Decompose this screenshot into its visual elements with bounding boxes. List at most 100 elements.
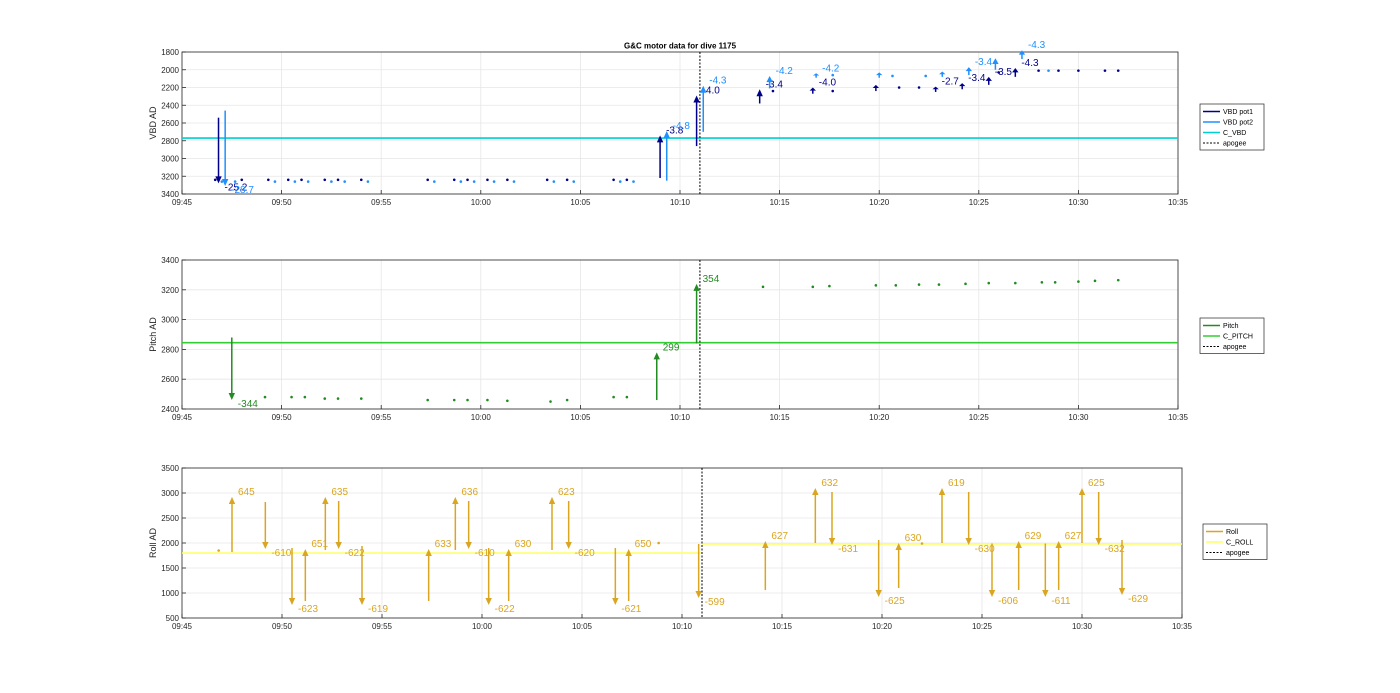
- move-label: 627: [771, 531, 788, 542]
- move-arrow-head: [828, 538, 836, 545]
- move-label: 651: [311, 539, 328, 550]
- move-arrow-head: [965, 67, 973, 72]
- data-point: [1116, 278, 1120, 282]
- data-point: [761, 285, 765, 289]
- y-tick-label: 2200: [161, 84, 179, 93]
- data-point: [300, 178, 303, 182]
- move-label: 354: [703, 274, 720, 285]
- data-point: [545, 178, 549, 182]
- data-point: [1093, 279, 1097, 283]
- data-point: [472, 180, 476, 183]
- data-point: [330, 180, 333, 183]
- move-label: -25.2: [225, 182, 248, 193]
- move-label: 629: [1025, 531, 1042, 542]
- x-tick-label: 10:05: [570, 413, 591, 422]
- x-tick-label: 09:50: [272, 413, 293, 422]
- move-arrow-head: [1012, 67, 1019, 73]
- y-tick-label: 2800: [161, 345, 179, 354]
- data-point: [565, 398, 569, 402]
- data-point: [1037, 69, 1040, 72]
- data-point: [336, 178, 340, 182]
- y-tick-label: 3000: [161, 316, 179, 325]
- move-label: -610: [271, 548, 291, 559]
- figure-title: G&C motor data for dive 1175: [624, 42, 737, 51]
- data-point: [894, 284, 898, 287]
- x-tick-label: 10:15: [770, 198, 791, 207]
- x-tick-label: 10:10: [670, 198, 691, 207]
- move-arrow-head: [262, 542, 269, 549]
- data-point: [486, 398, 489, 402]
- move-label: 630: [515, 539, 532, 550]
- legend-entry: VBD pot2: [1223, 120, 1253, 127]
- move-label: 625: [1088, 478, 1105, 489]
- move-label: 635: [331, 487, 348, 498]
- data-point: [366, 180, 370, 183]
- data-point: [657, 541, 660, 545]
- x-tick-label: 10:25: [969, 198, 990, 207]
- move-arrow-head: [762, 541, 769, 548]
- x-tick-label: 09:45: [172, 622, 193, 631]
- axes-box: [181, 51, 1179, 195]
- data-point: [492, 180, 496, 183]
- move-label: -4.3: [709, 76, 727, 87]
- x-tick-label: 10:15: [770, 413, 791, 422]
- y-tick-label: 3000: [161, 489, 179, 498]
- y-axis-label: Pitch AD: [148, 317, 158, 352]
- data-point: [233, 180, 237, 183]
- move-arrow-head: [812, 488, 819, 495]
- data-point: [343, 180, 346, 183]
- move-arrow-head: [1118, 588, 1126, 595]
- y-tick-label: 2000: [161, 66, 179, 75]
- data-point: [920, 542, 924, 545]
- move-label: -4.3: [1021, 58, 1039, 69]
- data-point: [240, 178, 244, 182]
- data-point: [1053, 281, 1057, 284]
- move-arrow-head: [335, 542, 342, 549]
- move-arrow-head: [485, 598, 492, 605]
- move-label: -606: [998, 596, 1018, 607]
- data-point: [572, 180, 576, 183]
- data-point: [828, 284, 831, 288]
- move-arrow-head: [505, 549, 512, 556]
- move-label: -4.8: [673, 121, 691, 132]
- move-arrow-head: [1015, 541, 1022, 548]
- move-label: -621: [621, 604, 641, 615]
- move-arrow-head: [875, 590, 882, 597]
- move-arrow-head: [288, 598, 296, 605]
- move-label: 299: [663, 342, 680, 353]
- data-point: [612, 395, 615, 399]
- legend-entry: apogee: [1226, 550, 1249, 557]
- move-arrow-head: [872, 84, 880, 88]
- move-arrow-head: [809, 87, 816, 91]
- move-arrow-head: [565, 542, 572, 549]
- y-tick-label: 3000: [161, 155, 179, 164]
- move-arrow-head: [612, 598, 619, 605]
- move-arrow-head: [876, 72, 883, 76]
- x-tick-label: 10:30: [1068, 413, 1089, 422]
- data-point: [217, 549, 220, 552]
- x-tick-label: 10:10: [670, 413, 691, 422]
- panel-2: 2400 2600 2800 3000 3200 3400 09:45 09:50 09:55 1…: [148, 256, 1265, 422]
- data-point: [811, 285, 815, 289]
- data-point: [452, 398, 456, 402]
- move-label: -632: [1105, 544, 1125, 555]
- data-point: [466, 178, 469, 182]
- y-tick-label: 3400: [161, 190, 179, 199]
- move-arrow-head: [938, 488, 946, 495]
- x-tick-label: 10:00: [472, 622, 493, 631]
- move-label: -4.0: [819, 78, 837, 89]
- data-point: [771, 89, 775, 93]
- move-arrow-head: [988, 590, 996, 597]
- move-arrow-head: [452, 497, 459, 504]
- move-arrow-head: [766, 75, 773, 83]
- move-label: 630: [905, 533, 922, 544]
- move-label: -622: [345, 548, 365, 559]
- move-arrow-head: [215, 176, 222, 184]
- data-point: [964, 282, 967, 286]
- x-tick-label: 10:35: [1168, 198, 1189, 207]
- x-tick-label: 10:00: [471, 413, 492, 422]
- move-arrow-head: [548, 497, 556, 504]
- y-tick-label: 2400: [161, 405, 179, 414]
- move-label: -622: [495, 604, 515, 615]
